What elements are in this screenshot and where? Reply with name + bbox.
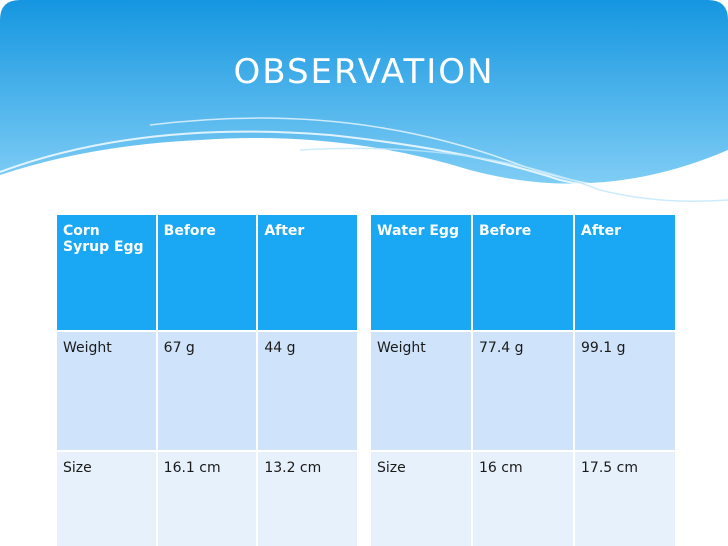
slide-title: OBSERVATION [233,52,495,92]
table-cell: Before [155,213,259,332]
table-cell: 17.5 cm [573,450,677,546]
table-row: Weight 67 g 44 g [55,330,359,452]
table-cell: Water Egg [369,213,473,332]
table-cell: Weight [55,330,158,452]
table-cell: Corn Syrup Egg [55,213,158,332]
table-cell: Before [471,213,575,332]
table-cell: Size [369,450,473,546]
table-cell: After [256,213,359,332]
header-row: Water Egg Before After [369,213,677,332]
table-cell: After [573,213,677,332]
table-cell: 77.4 g [471,330,575,452]
table-row: Weight 77.4 g 99.1 g [369,330,677,452]
table-row: Size 16.1 cm 13.2 cm [55,450,359,546]
table-cell: 67 g [155,330,259,452]
table-cell: 44 g [256,330,359,452]
table-cell: 16 cm [471,450,575,546]
table: Water Egg Before After Weight 77.4 g 99.1 g Si… [369,213,677,546]
header-row: Corn Syrup Egg Before After [55,213,359,332]
table-cell: 16.1 cm [155,450,259,546]
table-row: Size 16 cm 17.5 cm [369,450,677,546]
table-cell: 13.2 cm [256,450,359,546]
table-cell: Size [55,450,158,546]
table-cell: 99.1 g [573,330,677,452]
table-cell: Weight [369,330,473,452]
